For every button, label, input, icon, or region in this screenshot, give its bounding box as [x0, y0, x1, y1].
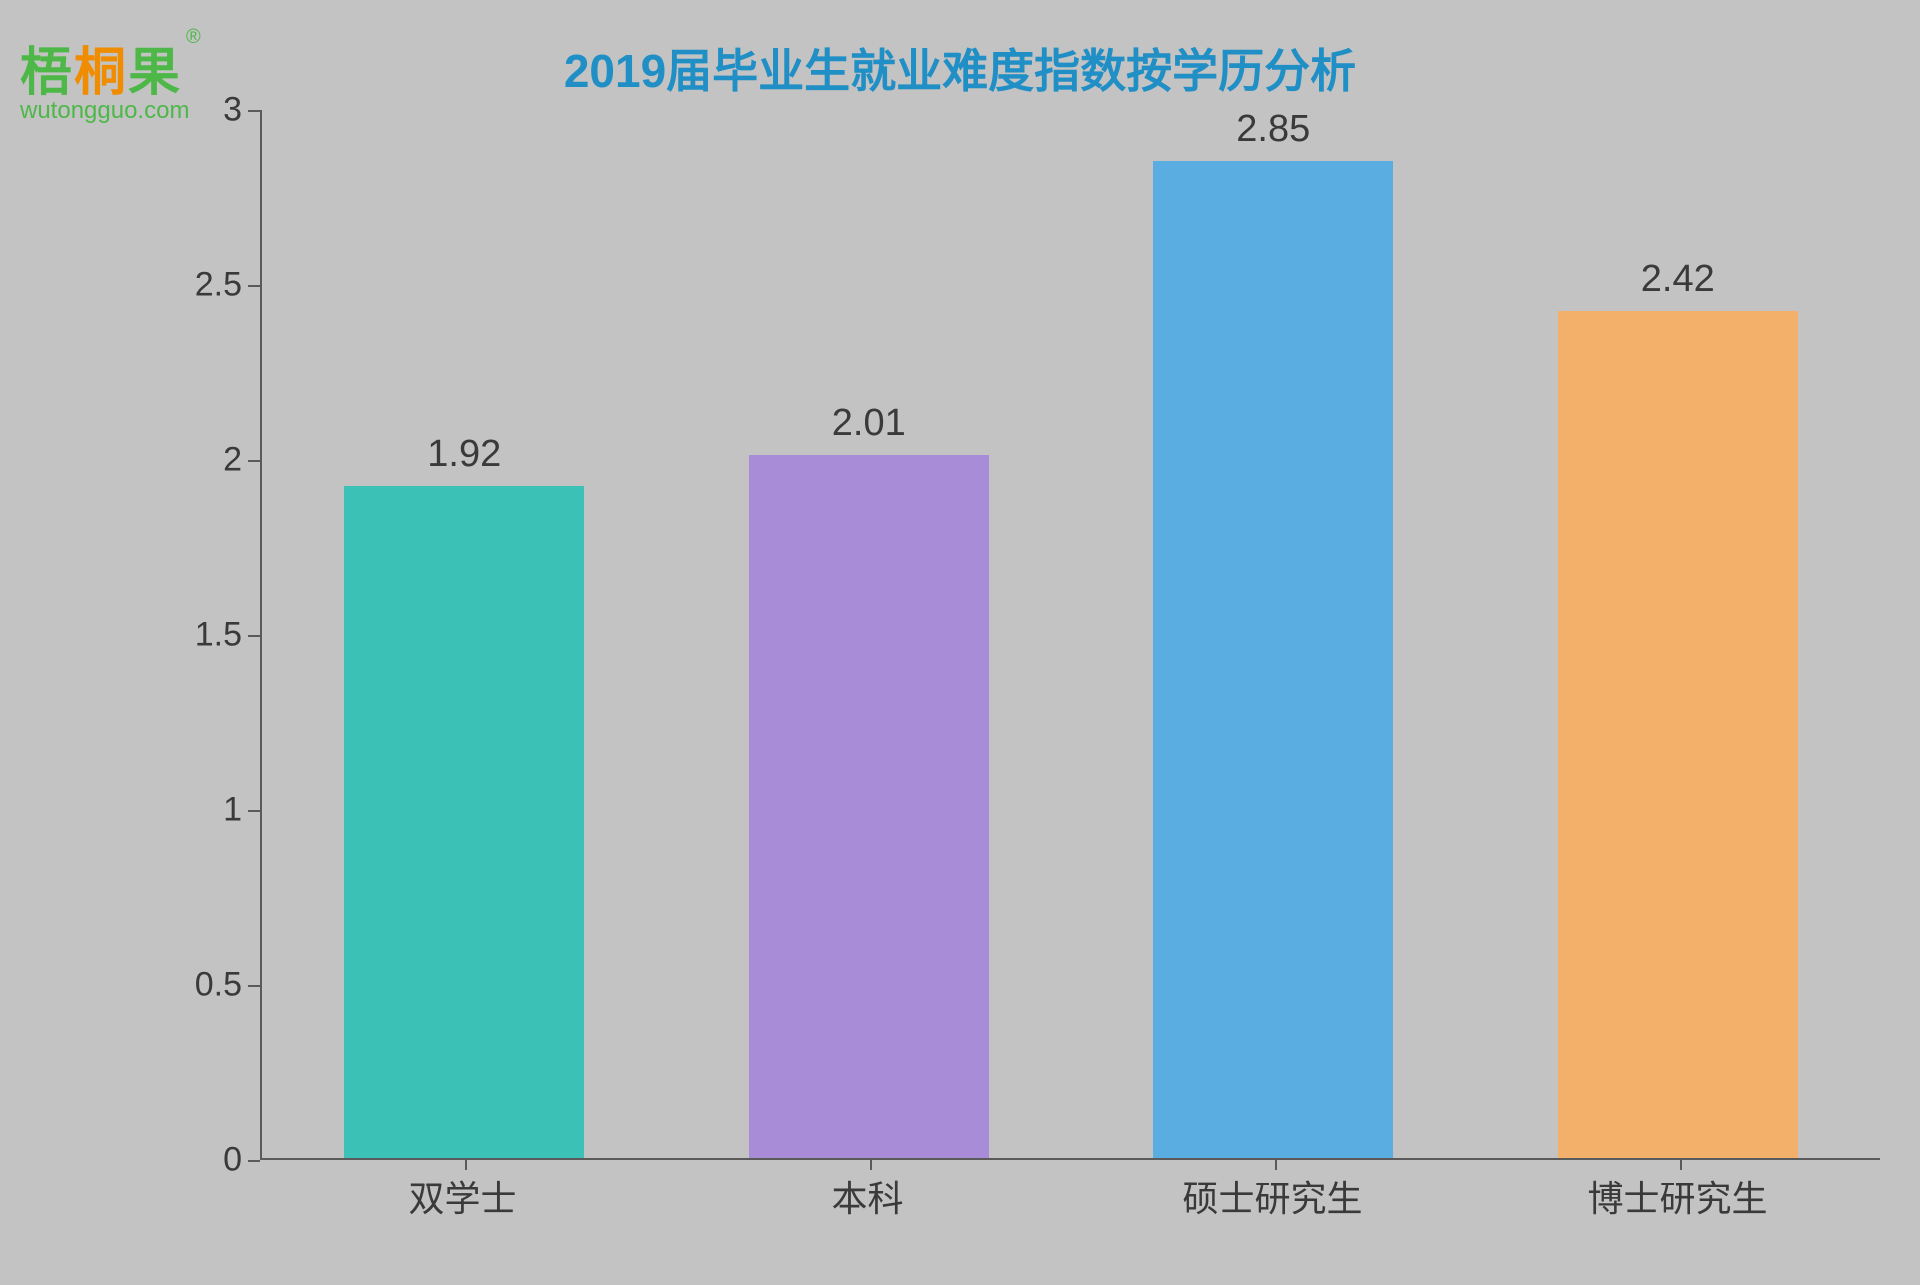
y-tick-label: 0 [223, 1141, 242, 1180]
bar-group: 1.92 [262, 433, 667, 1158]
x-tick-mark [465, 1158, 467, 1170]
y-tick-mark [248, 110, 260, 112]
x-axis-labels: 双学士本科硕士研究生博士研究生 [260, 1170, 1880, 1222]
y-tick-mark [248, 635, 260, 637]
y-tick-label: 1.5 [195, 616, 242, 655]
bars-container: 1.92 2.01 2.85 2.42 [262, 110, 1880, 1158]
x-axis-label: 博士研究生 [1475, 1170, 1880, 1222]
bar-value-label: 2.85 [1236, 108, 1310, 151]
x-tick-mark [1275, 1158, 1277, 1170]
bar-group: 2.85 [1071, 108, 1476, 1159]
y-tick-label: 3 [223, 91, 242, 130]
x-tick-mark [1680, 1158, 1682, 1170]
bar [344, 486, 584, 1158]
y-tick-mark [248, 1160, 260, 1162]
logo-char-1: 梧 [20, 44, 74, 102]
logo: 梧桐果 ® wutongguo.com [20, 30, 201, 125]
bar-group: 2.01 [667, 402, 1072, 1159]
y-tick-label: 1 [223, 791, 242, 830]
bar-group: 2.42 [1476, 258, 1881, 1158]
y-axis: 00.511.522.53 [190, 110, 260, 1160]
bar [1558, 311, 1798, 1158]
x-axis-label: 本科 [665, 1170, 1070, 1222]
logo-char-2: 桐 [74, 44, 128, 102]
logo-top-row: 梧桐果 ® [20, 30, 201, 105]
y-tick-label: 2 [223, 441, 242, 480]
bar [1153, 161, 1393, 1159]
x-axis-label: 双学士 [260, 1170, 665, 1222]
y-tick-mark [248, 985, 260, 987]
plot-area: 1.92 2.01 2.85 2.42 [260, 110, 1880, 1160]
x-axis-label: 硕士研究生 [1070, 1170, 1475, 1222]
bar [749, 455, 989, 1159]
logo-subtitle: wutongguo.com [20, 97, 201, 125]
y-tick-mark [248, 810, 260, 812]
chart-container: 梧桐果 ® wutongguo.com 2019届毕业生就业难度指数按学历分析 … [0, 0, 1920, 1285]
bar-value-label: 2.42 [1641, 258, 1715, 301]
logo-text: 梧桐果 [20, 30, 182, 105]
x-tick-mark [870, 1158, 872, 1170]
logo-char-3: 果 [128, 44, 182, 102]
y-tick-mark [248, 460, 260, 462]
y-tick-label: 2.5 [195, 266, 242, 305]
chart-title: 2019届毕业生就业难度指数按学历分析 [564, 35, 1356, 101]
y-tick-label: 0.5 [195, 966, 242, 1005]
chart-area: 00.511.522.53 1.922.012.852.42 双学士本科硕士研究… [190, 110, 1890, 1230]
bar-value-label: 2.01 [832, 402, 906, 445]
bar-value-label: 1.92 [427, 433, 501, 476]
y-tick-mark [248, 285, 260, 287]
logo-registered: ® [186, 26, 201, 49]
